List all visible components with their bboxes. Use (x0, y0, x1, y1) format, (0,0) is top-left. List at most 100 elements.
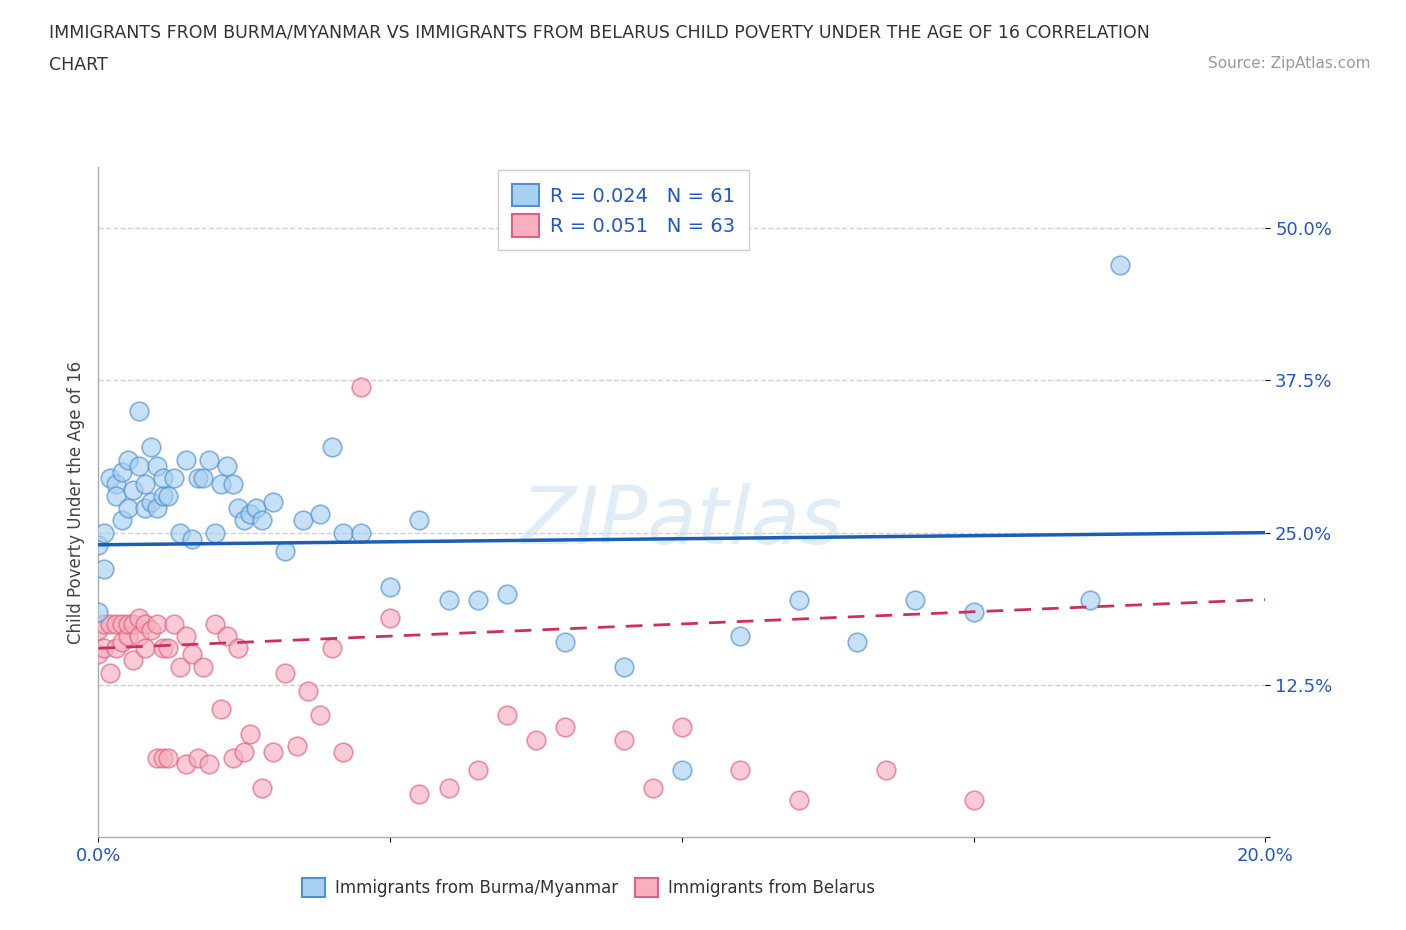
Point (111, 513, 134, 528)
Point (157, 641, 180, 656)
Text: Source: ZipAtlas.com: Source: ZipAtlas.com (1208, 56, 1371, 71)
Point (134, 617, 156, 631)
Point (291, 513, 314, 528)
Point (875, 763, 897, 777)
Point (174, 452, 197, 467)
Point (285, 738, 308, 753)
Point (139, 495, 162, 510)
Point (134, 476, 156, 491)
Text: ZIPatlas: ZIPatlas (520, 484, 844, 562)
Point (139, 622, 162, 637)
Point (128, 629, 150, 644)
Point (198, 452, 221, 467)
Point (111, 617, 134, 631)
Y-axis label: Child Poverty Under the Age of 16: Child Poverty Under the Age of 16 (66, 361, 84, 644)
Point (378, 580, 402, 595)
Point (228, 641, 250, 656)
Point (262, 744, 284, 759)
Point (437, 781, 460, 796)
Point (87, 538, 110, 552)
Text: IMMIGRANTS FROM BURMA/MYANMAR VS IMMIGRANTS FROM BELARUS CHILD POVERTY UNDER THE: IMMIGRANTS FROM BURMA/MYANMAR VS IMMIGRA… (49, 23, 1150, 41)
Point (728, 629, 751, 644)
Point (93, 617, 115, 631)
Point (174, 629, 197, 644)
Point (187, 751, 209, 765)
Point (245, 501, 267, 516)
Point (378, 610, 402, 625)
Point (437, 592, 460, 607)
Point (209, 702, 232, 717)
Point (221, 476, 243, 491)
Point (104, 488, 127, 503)
Point (671, 720, 693, 735)
Point (250, 781, 273, 796)
Point (787, 592, 810, 607)
Point (350, 379, 373, 394)
Point (250, 513, 273, 528)
Point (169, 525, 191, 540)
Point (146, 501, 169, 516)
Point (228, 501, 250, 516)
Point (204, 617, 226, 631)
Point (239, 507, 262, 522)
Point (169, 659, 191, 674)
Point (93, 525, 115, 540)
Point (524, 732, 547, 747)
Point (321, 641, 343, 656)
Point (174, 756, 197, 771)
Point (117, 501, 139, 516)
Point (467, 592, 489, 607)
Point (728, 763, 751, 777)
Point (274, 665, 297, 680)
Point (93, 562, 115, 577)
Point (134, 641, 156, 656)
Point (554, 720, 576, 735)
Point (128, 458, 150, 473)
Point (408, 513, 430, 528)
Point (1080, 592, 1102, 607)
Point (350, 525, 373, 540)
Point (233, 513, 256, 528)
Point (134, 501, 156, 516)
Point (187, 471, 209, 485)
Point (1108, 258, 1130, 272)
Point (152, 641, 174, 656)
Point (198, 756, 221, 771)
Point (180, 531, 202, 546)
Text: CHART: CHART (49, 56, 108, 73)
Point (193, 471, 215, 485)
Point (98, 617, 121, 631)
Point (146, 751, 169, 765)
Point (215, 629, 238, 644)
Point (104, 476, 127, 491)
Point (204, 525, 226, 540)
Point (215, 458, 238, 473)
Point (98, 665, 121, 680)
Point (612, 732, 634, 747)
Point (495, 708, 517, 723)
Point (193, 659, 215, 674)
Point (180, 647, 202, 662)
Point (111, 635, 134, 650)
Point (104, 617, 127, 631)
Point (117, 629, 139, 644)
Point (152, 471, 174, 485)
Point (87, 647, 110, 662)
Point (321, 440, 343, 455)
Point (262, 495, 284, 510)
Point (845, 635, 868, 650)
Point (139, 440, 162, 455)
Point (93, 641, 115, 656)
Point (117, 617, 139, 631)
Point (904, 592, 927, 607)
Point (104, 641, 127, 656)
Point (962, 793, 984, 808)
Point (152, 488, 174, 503)
Point (274, 543, 297, 558)
Point (111, 464, 134, 479)
Point (332, 744, 354, 759)
Point (122, 483, 145, 498)
Point (309, 507, 332, 522)
Point (671, 763, 693, 777)
Point (146, 617, 169, 631)
